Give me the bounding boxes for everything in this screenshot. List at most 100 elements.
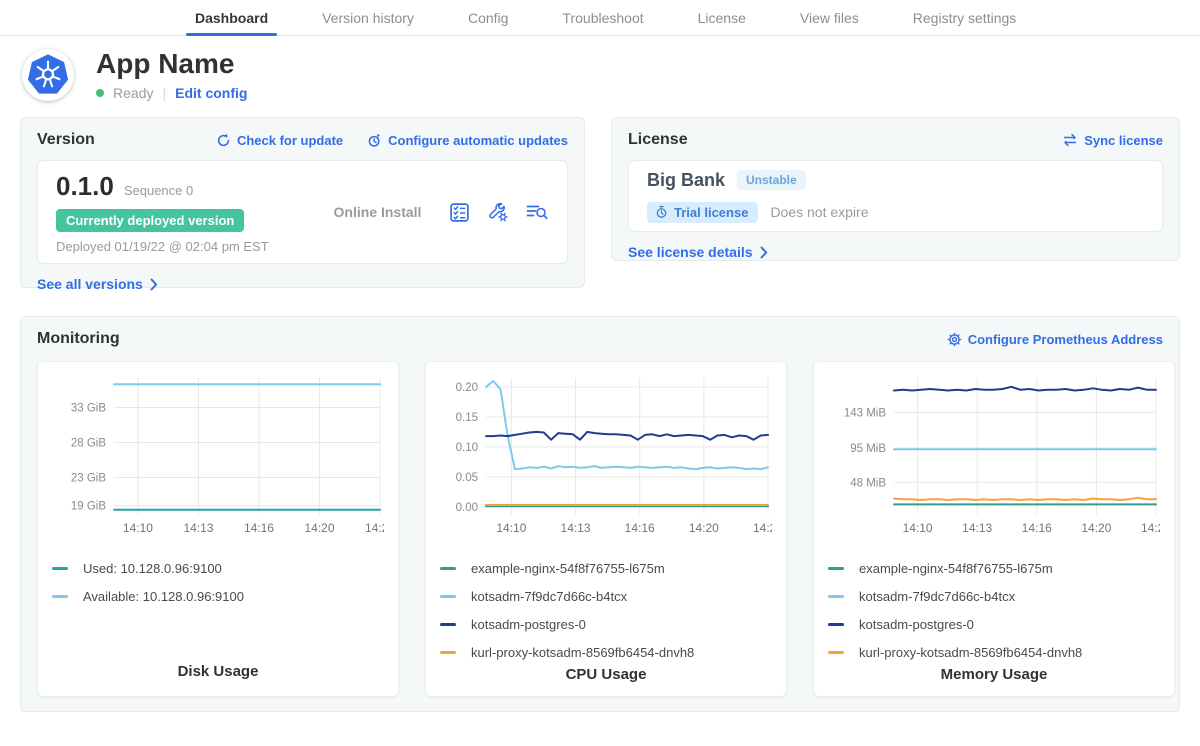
gear-icon xyxy=(947,332,962,346)
preflight-checks-button[interactable] xyxy=(449,202,470,223)
monitoring-section: Monitoring Configure Prometheus Address xyxy=(20,316,1180,712)
svg-text:0.15: 0.15 xyxy=(456,412,478,424)
tab-registry-settings[interactable]: Registry settings xyxy=(912,9,1017,26)
svg-text:14:16: 14:16 xyxy=(1022,521,1052,535)
legend-item: kotsadm-postgres-0 xyxy=(828,610,1160,638)
install-type: Online Install xyxy=(333,204,422,220)
svg-text:0.00: 0.00 xyxy=(456,502,478,514)
see-all-versions-link[interactable]: See all versions xyxy=(37,276,158,292)
legend-color-dash xyxy=(440,566,456,570)
legend-color-dash xyxy=(440,622,456,626)
memory-usage-chart-card: 143 MiB 95 MiB 48 MiB 14:10 14:13 14:16 14:20 1… xyxy=(813,361,1175,697)
sequence-label: Sequence 0 xyxy=(123,182,194,198)
version-number: 0.1.0 xyxy=(56,170,114,201)
legend-label: kurl-proxy-kotsadm-8569fb6454-dnvh8 xyxy=(859,644,1083,660)
config-version-icon xyxy=(489,202,508,222)
legend-color-dash xyxy=(828,622,844,626)
chevron-right-icon xyxy=(150,278,158,290)
status-dot xyxy=(96,88,104,97)
svg-text:14:20: 14:20 xyxy=(1081,521,1111,535)
svg-text:14:20: 14:20 xyxy=(689,521,719,535)
svg-text:14:23: 14:23 xyxy=(365,521,384,535)
cpu-usage-chart[interactable]: 0.20 0.15 0.10 0.05 0.00 14:10 14:13 14:16 14:20… xyxy=(440,372,772,540)
cpu-usage-chart-card: 0.20 0.15 0.10 0.05 0.00 14:10 14:13 14:16 14:20… xyxy=(425,361,787,697)
svg-text:143 MiB: 143 MiB xyxy=(844,408,887,420)
svg-text:0.20: 0.20 xyxy=(456,382,478,394)
check-for-update-link[interactable]: Check for update xyxy=(216,133,343,148)
cpu-usage-legend: example-nginx-54f8f76755-l675m kotsadm-7f… xyxy=(440,554,772,666)
tab-view-files[interactable]: View files xyxy=(799,9,859,26)
disk-usage-chart-card: 33 GiB 28 GiB 23 GiB 19 GiB 14:10 14:13 14:16 1… xyxy=(37,361,399,697)
tab-license[interactable]: License xyxy=(697,9,746,26)
configure-prometheus-link[interactable]: Configure Prometheus Address xyxy=(947,332,1163,347)
expiry-text: Does not expire xyxy=(770,204,869,220)
svg-text:14:13: 14:13 xyxy=(962,521,992,535)
chevron-right-icon xyxy=(760,246,767,258)
svg-text:48 MiB: 48 MiB xyxy=(850,477,886,489)
memory-usage-legend: example-nginx-54f8f76755-l675m kotsadm-7f… xyxy=(828,554,1160,666)
svg-text:23 GiB: 23 GiB xyxy=(71,473,106,485)
version-card-title: Version xyxy=(37,131,95,148)
current-version-box: 0.1.0 Sequence 0 Currently deployed vers… xyxy=(37,160,568,264)
memory-usage-chart[interactable]: 143 MiB 95 MiB 48 MiB 14:10 14:13 14:16 14:20 1… xyxy=(828,372,1160,540)
deployed-badge: Currently deployed version xyxy=(56,208,245,232)
legend-label: kotsadm-7f9dc7d66c-b4tcx xyxy=(471,588,628,604)
tab-troubleshoot[interactable]: Troubleshoot xyxy=(562,9,644,26)
kubernetes-icon xyxy=(27,54,69,94)
legend-label: example-nginx-54f8f76755-l675m xyxy=(471,560,665,576)
channel-badge: Unstable xyxy=(737,170,806,190)
app-header: App Name Ready | Edit config xyxy=(20,36,1180,117)
app-status: Ready xyxy=(113,84,154,101)
divider: | xyxy=(162,84,167,101)
svg-text:14:10: 14:10 xyxy=(496,521,526,535)
sync-license-link[interactable]: Sync license xyxy=(1062,133,1163,148)
top-nav: Dashboard Version history Config Troublesho… xyxy=(0,0,1200,36)
top-cards-row: Version Check for update xyxy=(20,117,1180,292)
app-header-text: App Name Ready | Edit config xyxy=(96,48,248,101)
svg-text:28 GiB: 28 GiB xyxy=(71,437,106,449)
see-license-details-link[interactable]: See license details xyxy=(628,244,768,260)
svg-text:14:13: 14:13 xyxy=(183,521,213,535)
check-update-icon xyxy=(217,133,230,146)
legend-label: Available: 10.128.0.96:9100 xyxy=(83,588,244,604)
legend-item: kurl-proxy-kotsadm-8569fb6454-dnvh8 xyxy=(440,638,772,666)
legend-item: kotsadm-postgres-0 xyxy=(440,610,772,638)
legend-color-dash xyxy=(440,594,456,598)
deployed-timestamp: Deployed 01/19/22 @ 02:04 pm EST xyxy=(56,238,269,254)
svg-text:0.05: 0.05 xyxy=(456,472,478,484)
legend-item: kotsadm-7f9dc7d66c-b4tcx xyxy=(440,582,772,610)
legend-color-dash xyxy=(52,594,68,598)
legend-color-dash xyxy=(440,650,456,654)
app-logo xyxy=(22,49,74,101)
tab-config[interactable]: Config xyxy=(467,9,509,26)
svg-text:14:13: 14:13 xyxy=(561,521,591,535)
legend-item: kurl-proxy-kotsadm-8569fb6454-dnvh8 xyxy=(828,638,1160,666)
tab-version-history[interactable]: Version history xyxy=(322,9,414,26)
trial-license-badge: Trial license xyxy=(647,201,759,223)
svg-text:0.10: 0.10 xyxy=(456,442,478,454)
legend-label: Used: 10.128.0.96:9100 xyxy=(83,560,222,576)
main-content: App Name Ready | Edit config Version xyxy=(0,36,1200,712)
tab-dashboard[interactable]: Dashboard xyxy=(168,0,295,36)
license-info-box: Big Bank Unstable Trial license Does not… xyxy=(628,160,1163,232)
legend-color-dash xyxy=(828,594,844,598)
legend-item: Available: 10.128.0.96:9100 xyxy=(52,582,384,610)
trial-icon xyxy=(656,205,667,218)
legend-item: kotsadm-7f9dc7d66c-b4tcx xyxy=(828,582,1160,610)
legend-item: example-nginx-54f8f76755-l675m xyxy=(828,554,1160,582)
edit-version-config-button[interactable] xyxy=(487,201,509,223)
legend-color-dash xyxy=(828,566,844,570)
charts-row: 33 GiB 28 GiB 23 GiB 19 GiB 14:10 14:13 14:16 1… xyxy=(37,361,1175,697)
view-deploy-logs-button[interactable] xyxy=(526,203,549,222)
license-card-title: License xyxy=(628,131,688,148)
legend-item: example-nginx-54f8f76755-l675m xyxy=(440,554,772,582)
svg-text:14:16: 14:16 xyxy=(244,521,274,535)
version-card: Version Check for update xyxy=(20,117,585,292)
configure-auto-updates-link[interactable]: Configure automatic updates xyxy=(367,133,568,148)
logs-icon xyxy=(526,205,548,219)
disk-usage-chart[interactable]: 33 GiB 28 GiB 23 GiB 19 GiB 14:10 14:13 14:16 1… xyxy=(52,372,384,540)
legend-label: kotsadm-postgres-0 xyxy=(471,616,586,632)
license-card: License Sync license Big Bank Unstable xyxy=(611,117,1180,261)
legend-color-dash xyxy=(828,650,844,654)
edit-config-link[interactable]: Edit config xyxy=(175,84,248,101)
